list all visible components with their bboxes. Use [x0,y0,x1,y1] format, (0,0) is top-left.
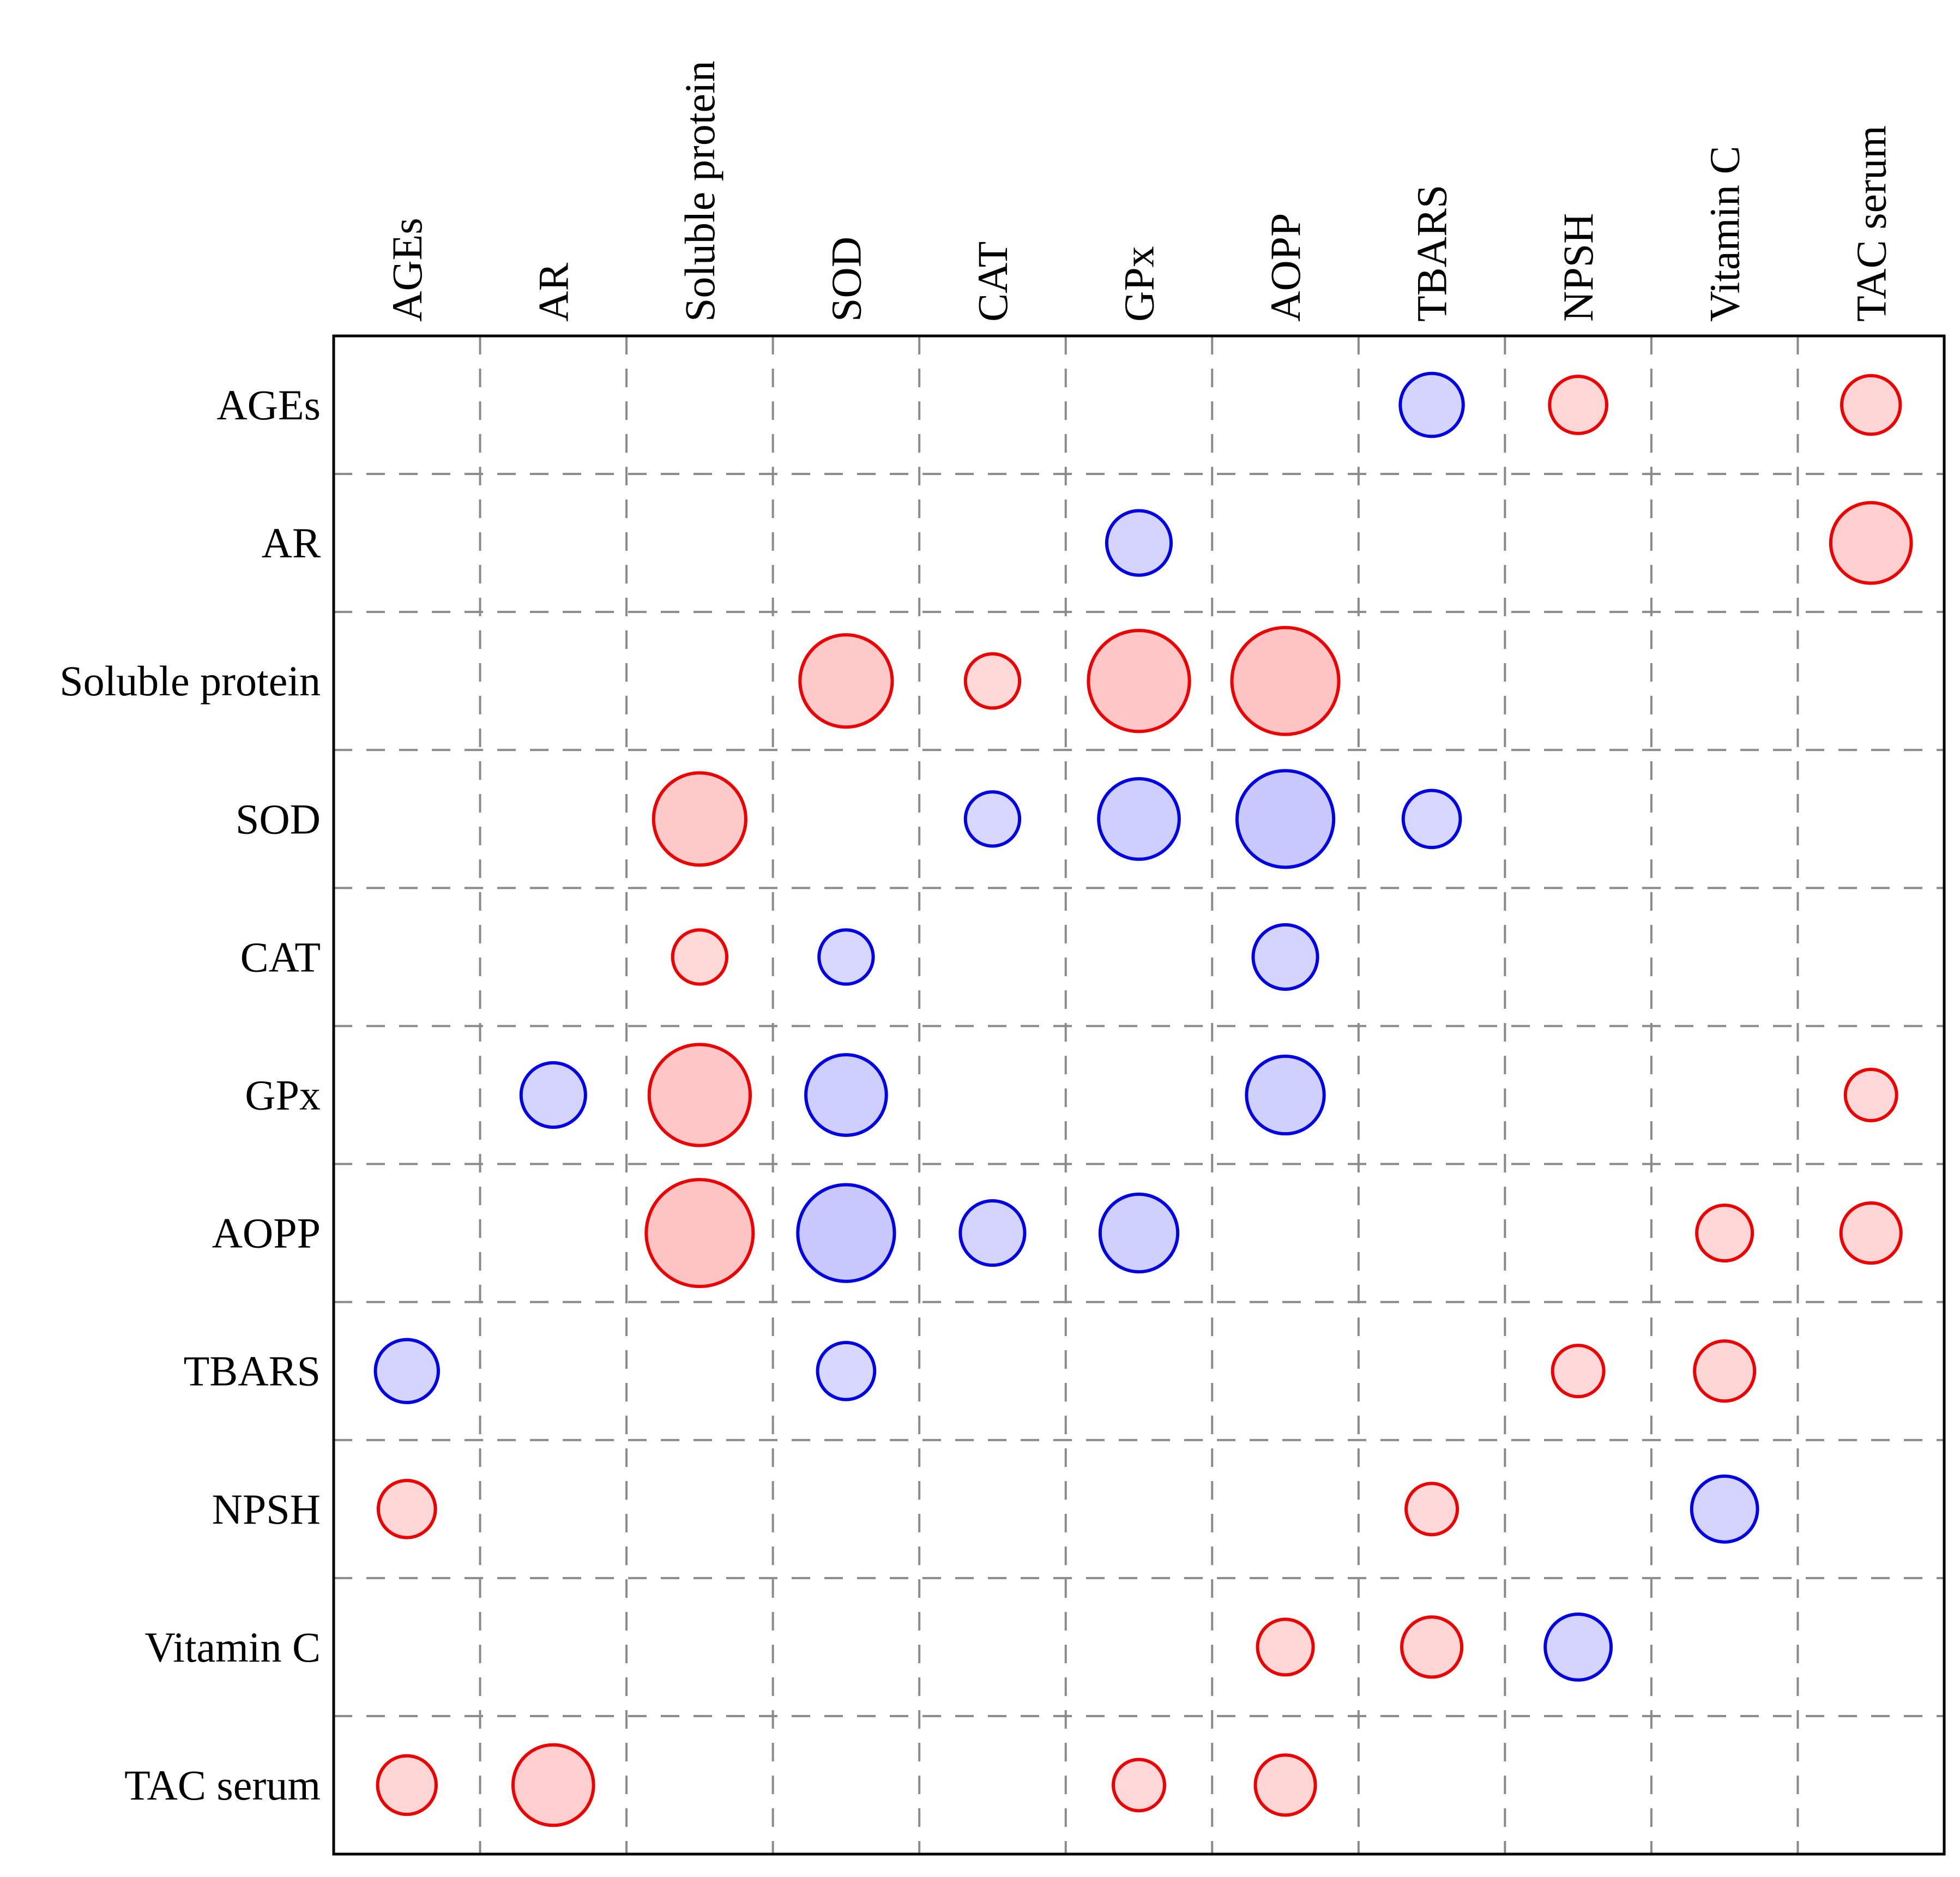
correlation-circle-TAC_serum-GPx [1112,1758,1166,1813]
row-label-AOPP: AOPP [212,1210,321,1257]
correlation-circles [373,371,1913,1827]
correlation-circle-CAT-Soluble_protein [671,928,729,986]
column-label-group: TBARS [1408,185,1456,322]
correlation-circle-TBARS-NPSH [1551,1344,1606,1399]
correlation-circle-AOPP-Soluble_protein [644,1178,755,1289]
column-label-CAT: CAT [969,242,1016,322]
correlation-circle-Soluble_protein-GPx [1087,629,1191,733]
plot-frame [332,334,1946,1856]
row-label-AR: AR [262,519,321,567]
correlation-circle-TBARS-SOD [816,1340,877,1401]
correlation-circle-AR-TAC_serum [1829,501,1913,585]
correlation-circle-Vitamin_C-AOPP [1256,1617,1315,1677]
correlation-circle-AGEs-TBARS [1398,371,1465,438]
correlation-circle-TBARS-AGEs [373,1338,441,1404]
column-label-group: Vitamin C [1701,146,1748,322]
column-label-TBARS: TBARS [1408,185,1456,322]
correlation-circle-CAT-SOD [817,928,875,986]
correlation-circle-AOPP-GPx [1098,1192,1180,1274]
correlation-circle-NPSH-AGEs [376,1478,437,1539]
correlation-circle-TAC_serum-AGEs [376,1754,438,1816]
column-label-group: AOPP [1262,213,1309,322]
column-label-SOD: SOD [822,237,870,322]
correlation-circle-CAT-AOPP [1251,923,1319,991]
correlation-circle-Vitamin_C-TBARS [1400,1615,1464,1679]
column-label-GPx: GPx [1115,246,1163,322]
correlation-circle-GPx-AR [519,1061,587,1129]
column-label-NPSH: NPSH [1554,213,1602,322]
column-label-group: TAC serum [1847,125,1895,322]
column-label-AOPP: AOPP [1262,213,1309,322]
correlation-circle-SOD-AOPP [1235,769,1336,869]
row-label-SOD: SOD [236,795,321,843]
column-label-group: NPSH [1554,213,1602,322]
row-label-GPx: GPx [245,1072,321,1119]
column-labels: AGEs AR Soluble protein SOD CAT GPx AOPP TBARS N… [383,61,1895,322]
row-label-CAT: CAT [240,933,321,980]
row-labels: AGEs AR Soluble protein SOD CAT GPx AOPP TBARS N… [59,381,321,1809]
column-label-group: Soluble protein [676,61,723,322]
column-label-AR: AR [529,263,577,322]
row-label-Soluble_protein: Soluble protein [59,657,321,705]
column-label-AGEs: AGEs [383,218,431,322]
correlation-circle-GPx-SOD [804,1053,888,1137]
column-label-group: AGEs [383,218,431,322]
correlation-circle-SOD-GPx [1097,777,1181,861]
correlation-circle-AGEs-TAC_serum [1840,374,1902,436]
column-label-group: AR [529,263,577,322]
correlation-circle-Soluble_protein-SOD [798,633,894,729]
column-label-Soluble_protein: Soluble protein [676,61,723,322]
correlation-circle-AOPP-CAT [958,1199,1027,1267]
correlation-circle-TAC_serum-AR [511,1743,595,1827]
row-label-Vitamin_C: Vitamin C [145,1623,321,1671]
row-label-TAC_serum: TAC serum [124,1761,321,1809]
row-label-AGEs: AGEs [216,381,321,429]
correlation-circle-NPSH-TBARS [1404,1482,1460,1537]
correlation-circle-GPx-Soluble_protein [647,1043,752,1147]
correlation-circle-AR-GPx [1105,509,1173,577]
correlation-circle-SOD-CAT [963,790,1022,848]
correlation-circle-AGEs-NPSH [1548,375,1609,435]
correlation-circle-TBARS-Vitamin_C [1693,1339,1757,1403]
correlation-circle-AOPP-TAC_serum [1839,1201,1903,1265]
correlation-circle-AOPP-SOD [796,1183,896,1283]
correlation-circle-SOD-TBARS [1401,789,1462,850]
correlation-circle-Soluble_protein-CAT [963,652,1022,710]
grid-lines [334,336,1944,1854]
column-label-TAC_serum: TAC serum [1847,125,1895,322]
correlation-circle-Vitamin_C-NPSH [1543,1612,1613,1682]
column-label-Vitamin_C: Vitamin C [1701,146,1748,322]
correlation-circle-GPx-AOPP [1245,1054,1326,1136]
correlation-circle-GPx-TAC_serum [1843,1068,1898,1122]
correlation-circle-AOPP-Vitamin_C [1695,1204,1754,1263]
correlation-circle-SOD-Soluble_protein [652,771,747,867]
row-label-TBARS: TBARS [184,1347,321,1395]
correlation-circle-NPSH-Vitamin_C [1690,1474,1759,1544]
column-label-group: SOD [822,237,870,322]
correlation-circle-Soluble_protein-AOPP [1230,625,1341,736]
row-label-NPSH: NPSH [212,1485,321,1533]
column-label-group: CAT [969,242,1016,322]
column-label-group: GPx [1115,246,1163,322]
correlation-circle-TAC_serum-AOPP [1253,1753,1317,1817]
